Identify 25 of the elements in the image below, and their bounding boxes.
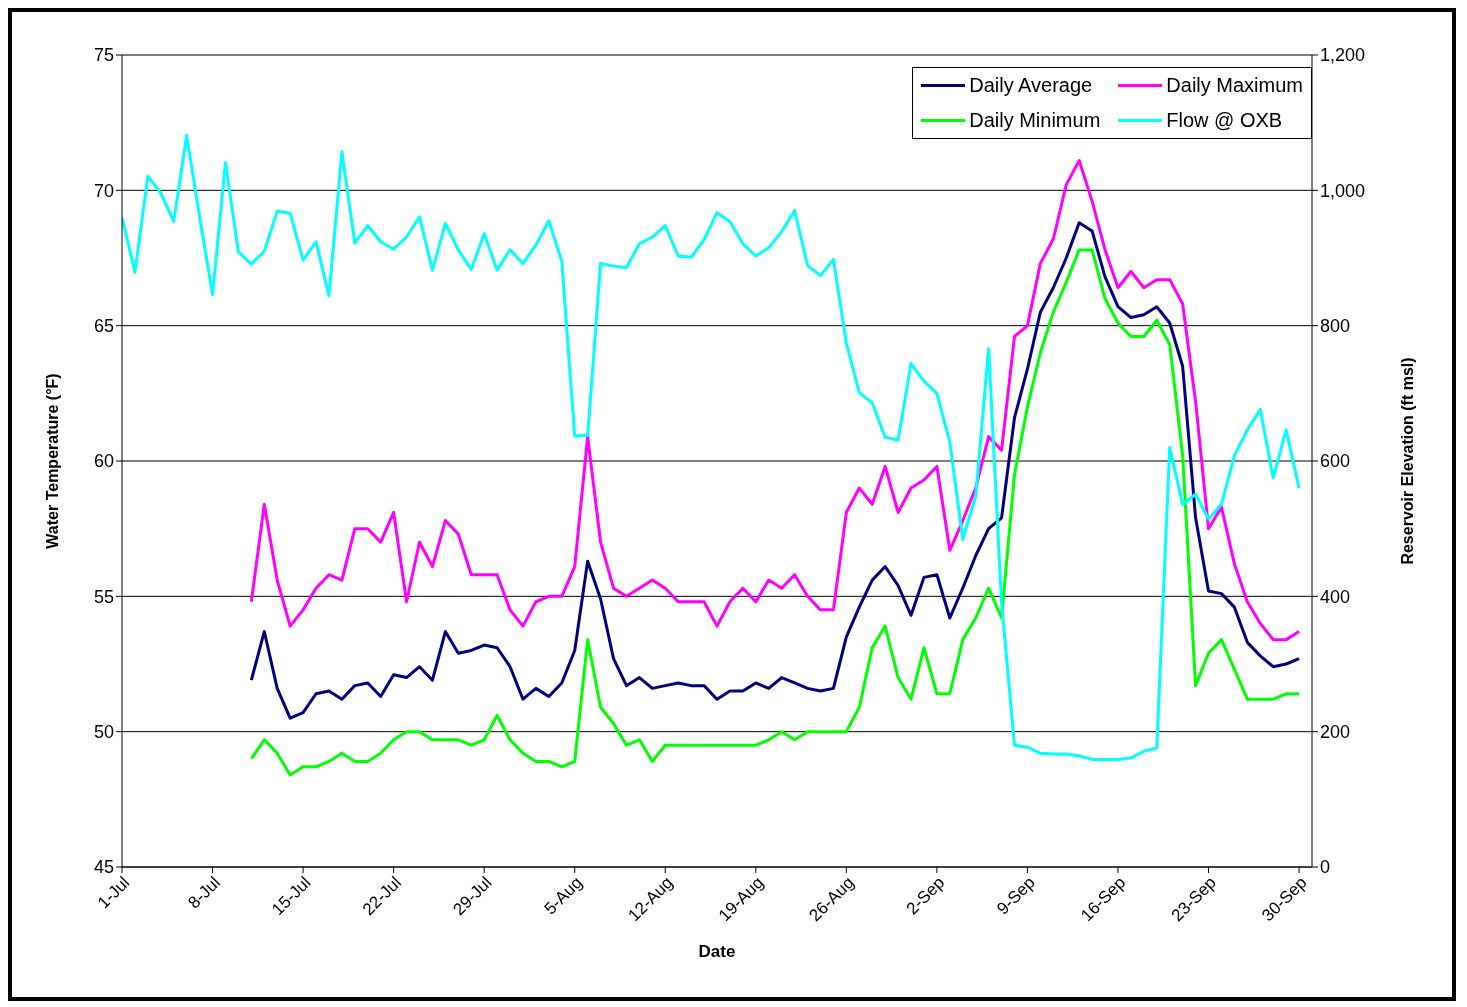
y-tick-label: 50 [93, 722, 114, 743]
y2-tick-label: 400 [1320, 586, 1351, 607]
y-tick-label: 55 [93, 586, 114, 607]
y2-tick-label: 200 [1320, 722, 1351, 743]
legend-label: Daily Minimum [969, 109, 1101, 132]
y-tick-label: 45 [93, 857, 114, 878]
y2-tick-label: 800 [1320, 316, 1351, 337]
y-tick-label: 75 [93, 45, 114, 66]
line-series [249, 248, 1301, 777]
y2-tick-label: 600 [1320, 451, 1351, 472]
y-tick-label: 60 [93, 451, 114, 472]
x-axis-title: Date [698, 942, 736, 961]
line-series [122, 134, 1301, 761]
y2-axis-title: Reservoir Elevation (ft msl) [1398, 357, 1416, 565]
y2-tick-label: 0 [1320, 857, 1331, 878]
y-tick-label: 70 [93, 180, 114, 201]
line-series [249, 221, 1301, 720]
y-tick-label: 65 [93, 316, 114, 337]
y2-tick-label: 1,200 [1320, 45, 1366, 66]
y2-tick-label: 1,000 [1320, 180, 1366, 201]
legend-label: Daily Average [969, 74, 1093, 97]
y-axis-title: Water Temperature (°F) [43, 373, 61, 549]
line-series [249, 159, 1301, 642]
legend-label: Daily Maximum [1166, 74, 1303, 97]
legend-label: Flow @ OXB [1166, 109, 1283, 132]
